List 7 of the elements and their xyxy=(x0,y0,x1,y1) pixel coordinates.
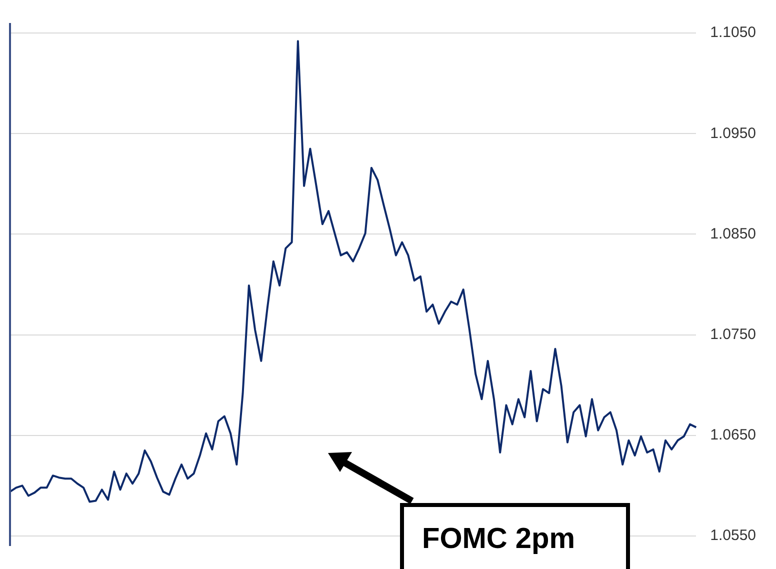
y-tick-label: 1.0750 xyxy=(710,326,756,343)
y-tick-label: 1.0850 xyxy=(710,225,756,242)
y-tick-label: 1.0950 xyxy=(710,124,756,142)
annotation: FOMC 2pm xyxy=(400,503,630,569)
y-tick-label: 1.0650 xyxy=(710,426,756,444)
y-tick-label: 1.0550 xyxy=(710,527,756,544)
y-tick-label: 1.1050 xyxy=(710,24,756,42)
